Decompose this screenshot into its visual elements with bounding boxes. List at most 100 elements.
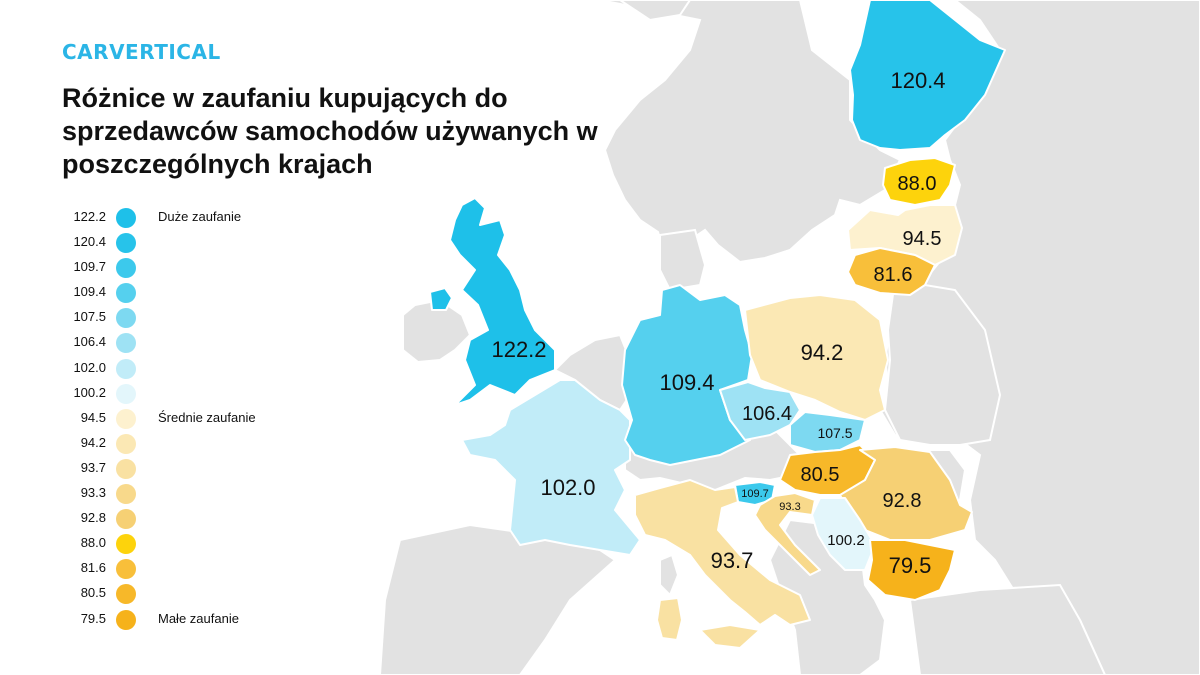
- legend-value: 109.4: [73, 284, 106, 300]
- country-uk-northern-ireland: [429, 287, 453, 311]
- carvertical-logo: CARVERTICAL: [62, 40, 221, 64]
- country-italy-sardinia: [656, 597, 683, 641]
- legend-value: 122.2: [73, 209, 106, 224]
- legend-item: 80.5: [62, 581, 322, 606]
- legend-value: 94.2: [80, 434, 106, 450]
- legend-item: 88.0: [62, 531, 322, 556]
- ireland-land: [402, 298, 472, 364]
- legend-item: 94.2: [62, 431, 322, 456]
- legend-swatch: [116, 458, 136, 479]
- legend-item: 122.2 Duże zaufanie: [62, 205, 322, 230]
- country-regions: [429, 0, 1006, 649]
- country-czechia: [719, 381, 801, 441]
- legend-label: Średnie zaufanie: [158, 409, 256, 425]
- legend-item: 102.0: [62, 356, 322, 381]
- corsica-land: [659, 553, 680, 597]
- legend-item: 109.4: [62, 280, 322, 305]
- legend-value: 92.8: [80, 510, 106, 526]
- turkey-land: [908, 583, 1107, 675]
- country-estonia: [882, 157, 956, 206]
- legend-label: Duże zaufanie: [158, 209, 242, 224]
- legend-swatch: [116, 258, 136, 279]
- legend-value: 80.5: [80, 585, 106, 601]
- legend-value: 100.2: [73, 384, 106, 400]
- country-label-romania: 92.8: [883, 490, 922, 512]
- legend-value: 93.3: [80, 485, 106, 501]
- legend-swatch: [116, 609, 136, 630]
- legend-value: 106.4: [73, 334, 106, 350]
- country-label-germany: 109.4: [659, 370, 714, 395]
- legend-item: 93.3: [62, 481, 322, 506]
- legend-value: 88.0: [80, 535, 106, 551]
- legend-swatch: [116, 308, 136, 329]
- legend: 122.2 Duże zaufanie 120.4 109.7 109.4 107.5 10…: [62, 205, 322, 632]
- country-label-serbia: 100.2: [827, 532, 865, 549]
- country-label-poland: 94.2: [801, 340, 844, 365]
- legend-item: 93.7: [62, 456, 322, 481]
- country-label-czechia: 106.4: [742, 403, 792, 425]
- legend-item: 92.8: [62, 506, 322, 531]
- legend-swatch: [116, 383, 136, 404]
- legend-value: 107.5: [73, 309, 106, 325]
- country-poland: [744, 294, 889, 421]
- country-bulgaria: [867, 539, 956, 601]
- country-label-slovenia: 109.7: [741, 488, 769, 500]
- legend-value: 120.4: [73, 234, 106, 250]
- legend-item: 100.2: [62, 381, 322, 406]
- country-label-slovakia: 107.5: [817, 425, 852, 441]
- country-france: [461, 379, 641, 556]
- country-label-croatia: 93.3: [779, 501, 800, 513]
- country-label-bulgaria: 79.5: [889, 553, 932, 578]
- legend-value: 81.6: [80, 560, 106, 576]
- country-italy-sicily: [699, 624, 761, 649]
- legend-value: 93.7: [80, 459, 106, 475]
- legend-item: 120.4: [62, 230, 322, 255]
- legend-swatch: [116, 509, 136, 530]
- legend-item: 109.7: [62, 255, 322, 280]
- belarus-ukraine-land: [883, 278, 1002, 446]
- legend-item: 94.5 Średnie zaufanie: [62, 406, 322, 431]
- legend-swatch: [116, 584, 136, 605]
- country-label-france: 102.0: [540, 475, 595, 500]
- legend-label: Małe zaufanie: [158, 610, 239, 626]
- logo-part-vertical: VERTICAL: [109, 40, 221, 64]
- country-label-estonia: 88.0: [898, 173, 937, 195]
- legend-value: 94.5: [80, 409, 106, 425]
- legend-value: 109.7: [73, 259, 106, 275]
- country-italy: [634, 479, 811, 626]
- country-latvia: [847, 204, 963, 266]
- legend-swatch: [116, 534, 136, 555]
- country-label-uk: 122.2: [491, 337, 546, 362]
- legend-swatch: [116, 208, 136, 228]
- country-uk: [449, 197, 556, 406]
- legend-swatch: [116, 559, 136, 580]
- legend-item: 107.5: [62, 305, 322, 330]
- country-label-lithuania: 81.6: [874, 264, 913, 286]
- legend-swatch: [116, 358, 136, 379]
- country-finland: [849, 0, 1006, 151]
- denmark-land: [659, 228, 707, 292]
- country-labels: 120.4 88.0 94.5 81.6 122.2 109.4 94.2 10…: [491, 68, 945, 578]
- country-croatia: [754, 492, 821, 576]
- country-label-finland: 120.4: [890, 68, 945, 93]
- country-label-hungary: 80.5: [801, 464, 840, 486]
- country-lithuania: [847, 247, 936, 296]
- country-slovakia: [789, 411, 866, 453]
- legend-item: 106.4: [62, 330, 322, 355]
- legend-swatch: [116, 233, 136, 254]
- legend-swatch: [116, 283, 136, 304]
- logo-part-car: CAR: [62, 40, 110, 64]
- legend-swatch: [116, 484, 136, 505]
- map-title: Różnice w zaufaniu kupujących do sprzeda…: [62, 83, 598, 179]
- country-label-latvia: 94.5: [903, 228, 942, 250]
- country-serbia: [811, 497, 876, 571]
- iceland-land: [618, 0, 692, 22]
- country-romania: [839, 446, 973, 541]
- country-label-italy: 93.7: [711, 548, 754, 573]
- legend-swatch: [116, 333, 136, 354]
- legend-value: 79.5: [80, 610, 106, 626]
- legend-item: 81.6: [62, 556, 322, 581]
- legend-swatch: [116, 408, 136, 429]
- scandinavia-land: [599, 0, 902, 264]
